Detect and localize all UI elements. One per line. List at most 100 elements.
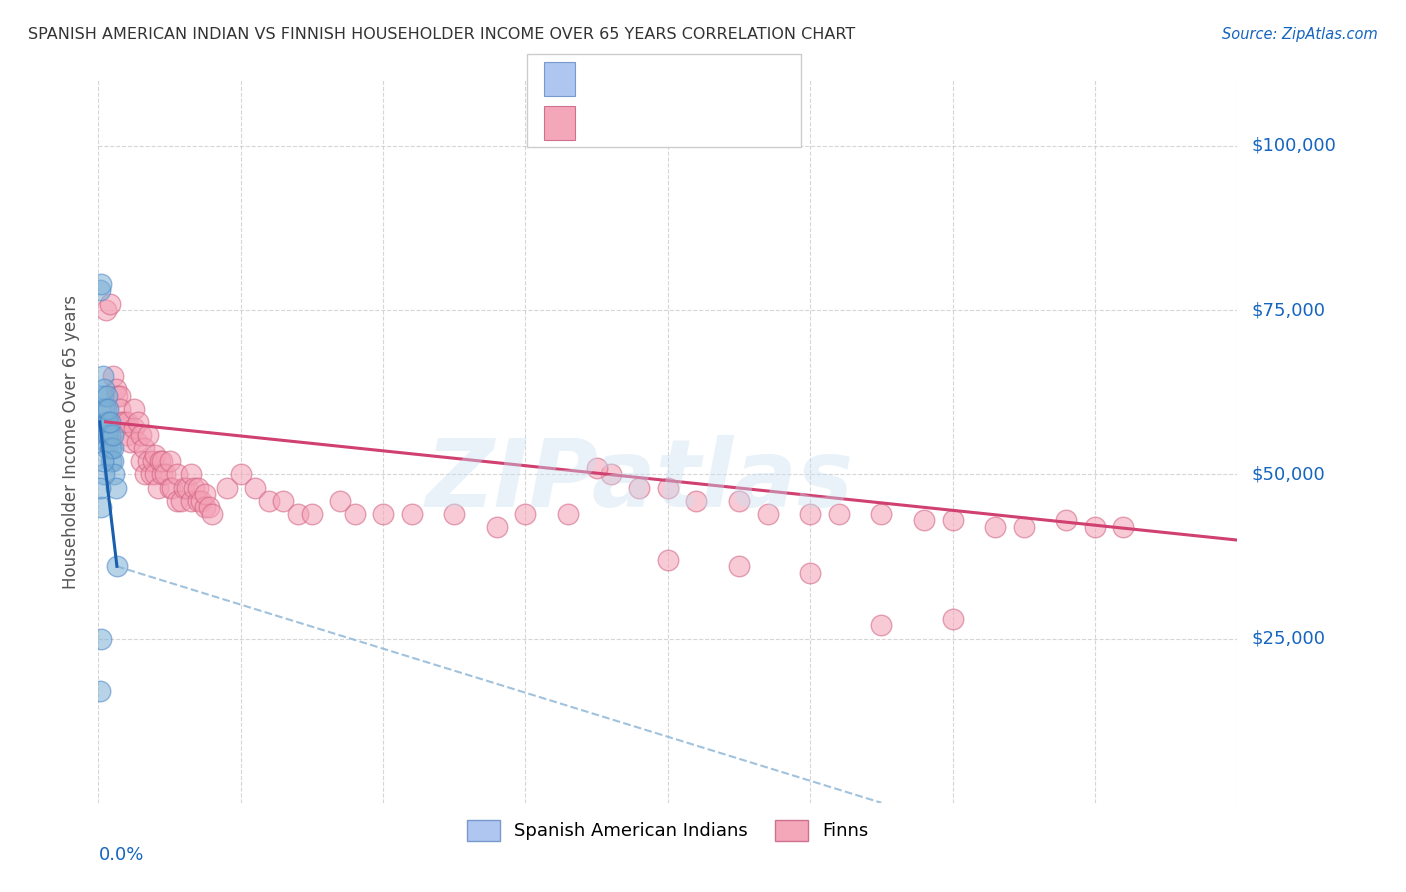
Point [243, 481, 266, 495]
Point [685, 493, 707, 508]
Point [155, 467, 177, 482]
Point [215, 481, 238, 495]
Point [98, 441, 121, 455]
Point [89, 284, 111, 298]
Text: N =: N = [695, 70, 737, 89]
Text: 0.0%: 0.0% [98, 847, 143, 864]
Point [94, 415, 117, 429]
Text: R =: R = [589, 70, 630, 89]
Point [301, 507, 323, 521]
Point [90, 632, 112, 646]
Point [91, 368, 114, 383]
Point [912, 513, 935, 527]
Point [176, 481, 198, 495]
Point [96, 441, 118, 455]
Point [148, 481, 170, 495]
Point [628, 481, 651, 495]
Point [194, 500, 217, 515]
Point [115, 415, 138, 429]
Point [101, 428, 124, 442]
Point [600, 467, 623, 482]
Point [122, 401, 145, 416]
Point [159, 481, 181, 495]
Point [728, 559, 751, 574]
Point [1056, 513, 1078, 527]
Point [104, 481, 127, 495]
Point [104, 382, 127, 396]
Point [127, 415, 149, 429]
Point [101, 441, 124, 455]
Point [180, 467, 202, 482]
Point [1084, 520, 1107, 534]
Text: $75,000: $75,000 [1251, 301, 1326, 319]
Point [96, 388, 118, 402]
Point [129, 428, 152, 442]
Point [125, 434, 148, 449]
Point [870, 618, 893, 632]
Point [152, 454, 174, 468]
Point [93, 382, 115, 396]
Point [166, 493, 188, 508]
Text: -0.226: -0.226 [620, 70, 686, 89]
Point [105, 388, 128, 402]
Point [198, 500, 221, 515]
Point [112, 415, 135, 429]
Point [89, 684, 111, 698]
Point [190, 493, 212, 508]
Text: $25,000: $25,000 [1251, 630, 1326, 648]
Point [180, 493, 202, 508]
Point [101, 368, 124, 383]
Point [201, 507, 224, 521]
Point [173, 481, 195, 495]
Point [799, 566, 821, 580]
Point [183, 481, 205, 495]
Point [94, 401, 117, 416]
Point [97, 428, 120, 442]
Point [343, 507, 366, 521]
Point [187, 493, 209, 508]
Point [115, 428, 138, 442]
Point [1112, 520, 1135, 534]
Point [90, 500, 112, 515]
Point [828, 507, 851, 521]
Point [443, 507, 465, 521]
Point [108, 401, 131, 416]
Point [118, 434, 141, 449]
Point [870, 507, 893, 521]
Point [89, 481, 111, 495]
Point [152, 467, 174, 482]
Text: $50,000: $50,000 [1251, 466, 1324, 483]
Point [93, 467, 115, 482]
Text: ZIPatlas: ZIPatlas [426, 435, 853, 527]
Point [799, 507, 821, 521]
Text: 33: 33 [725, 70, 752, 89]
Point [657, 553, 679, 567]
Point [97, 401, 120, 416]
Point [100, 441, 122, 455]
Text: 86: 86 [725, 114, 751, 133]
Text: N =: N = [695, 114, 737, 133]
Y-axis label: Householder Income Over 65 years: Householder Income Over 65 years [62, 294, 80, 589]
Point [96, 415, 118, 429]
Point [94, 303, 117, 318]
Point [141, 454, 163, 468]
Point [136, 428, 159, 442]
Point [942, 612, 965, 626]
Point [98, 415, 121, 429]
Point [557, 507, 579, 521]
Text: Source: ZipAtlas.com: Source: ZipAtlas.com [1222, 27, 1378, 42]
Point [187, 481, 209, 495]
Point [585, 460, 607, 475]
Point [93, 401, 115, 416]
Point [103, 467, 125, 482]
Point [287, 507, 309, 521]
Point [98, 428, 121, 442]
Point [97, 415, 120, 429]
Point [94, 434, 117, 449]
Point [96, 428, 118, 442]
Point [132, 441, 155, 455]
Point [122, 421, 145, 435]
Point [166, 467, 188, 482]
Point [329, 493, 352, 508]
Text: SPANISH AMERICAN INDIAN VS FINNISH HOUSEHOLDER INCOME OVER 65 YEARS CORRELATION : SPANISH AMERICAN INDIAN VS FINNISH HOUSE… [28, 27, 855, 42]
